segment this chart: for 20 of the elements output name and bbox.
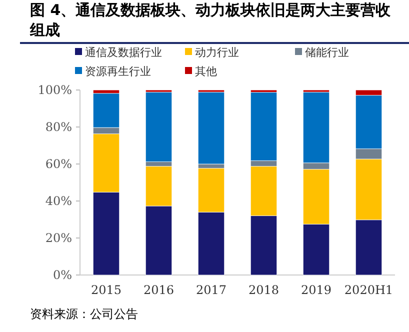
- legend-label: 其他: [195, 65, 217, 78]
- x-tick-label: 2017: [196, 283, 227, 297]
- y-tick-label: 20%: [45, 231, 72, 245]
- y-tick-label: 100%: [38, 83, 72, 97]
- legend-label: 动力行业: [195, 46, 239, 59]
- x-tick-label: 2016: [143, 283, 174, 297]
- y-tick-label: 80%: [45, 120, 72, 134]
- y-tick-label: 60%: [45, 157, 72, 171]
- x-tick-label: 2015: [90, 283, 122, 297]
- bar: [198, 92, 225, 164]
- y-tick-label: 0%: [52, 268, 72, 282]
- chart-title: 图 4、通信及数据板块、动力板块依旧是两大主要营收组成: [30, 0, 392, 40]
- x-tick-label: 2018: [248, 283, 280, 297]
- legend-label: 资源再生行业: [85, 65, 151, 78]
- legend-label: 储能行业: [305, 46, 349, 59]
- legend-label: 通信及数据行业: [85, 46, 162, 59]
- x-tick-label: 2020H1: [344, 283, 394, 297]
- y-tick-label: 40%: [45, 194, 72, 208]
- x-tick-label: 2019: [300, 283, 332, 297]
- text: 资料来源：公司公告: [30, 306, 138, 323]
